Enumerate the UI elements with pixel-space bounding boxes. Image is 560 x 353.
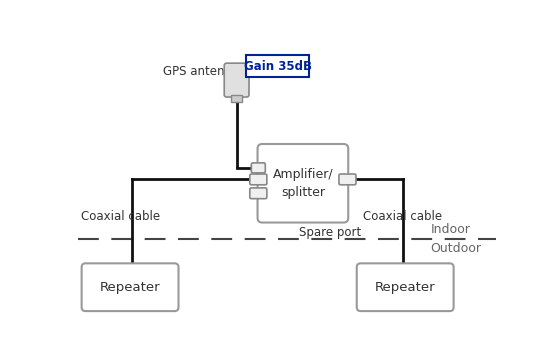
Text: Repeater: Repeater [100, 281, 160, 294]
Text: Repeater: Repeater [375, 281, 436, 294]
Text: Amplifier/
splitter: Amplifier/ splitter [273, 168, 333, 199]
FancyBboxPatch shape [82, 263, 179, 311]
Text: Coaxial cable: Coaxial cable [81, 210, 160, 223]
Text: Coaxial cable: Coaxial cable [363, 210, 442, 223]
FancyBboxPatch shape [339, 174, 356, 185]
Bar [231, 95, 242, 102]
FancyBboxPatch shape [251, 163, 265, 173]
FancyBboxPatch shape [258, 144, 348, 222]
Text: Spare port: Spare port [298, 226, 361, 239]
FancyBboxPatch shape [250, 174, 267, 185]
FancyBboxPatch shape [224, 63, 249, 97]
Text: GPS antenna: GPS antenna [163, 65, 239, 78]
FancyBboxPatch shape [250, 188, 267, 199]
Text: Gain 35dB: Gain 35dB [244, 60, 312, 73]
Text: Indoor: Indoor [431, 223, 470, 236]
Text: IN: IN [249, 165, 258, 174]
FancyBboxPatch shape [246, 55, 310, 77]
Text: Outdoor: Outdoor [431, 242, 482, 255]
FancyBboxPatch shape [357, 263, 454, 311]
